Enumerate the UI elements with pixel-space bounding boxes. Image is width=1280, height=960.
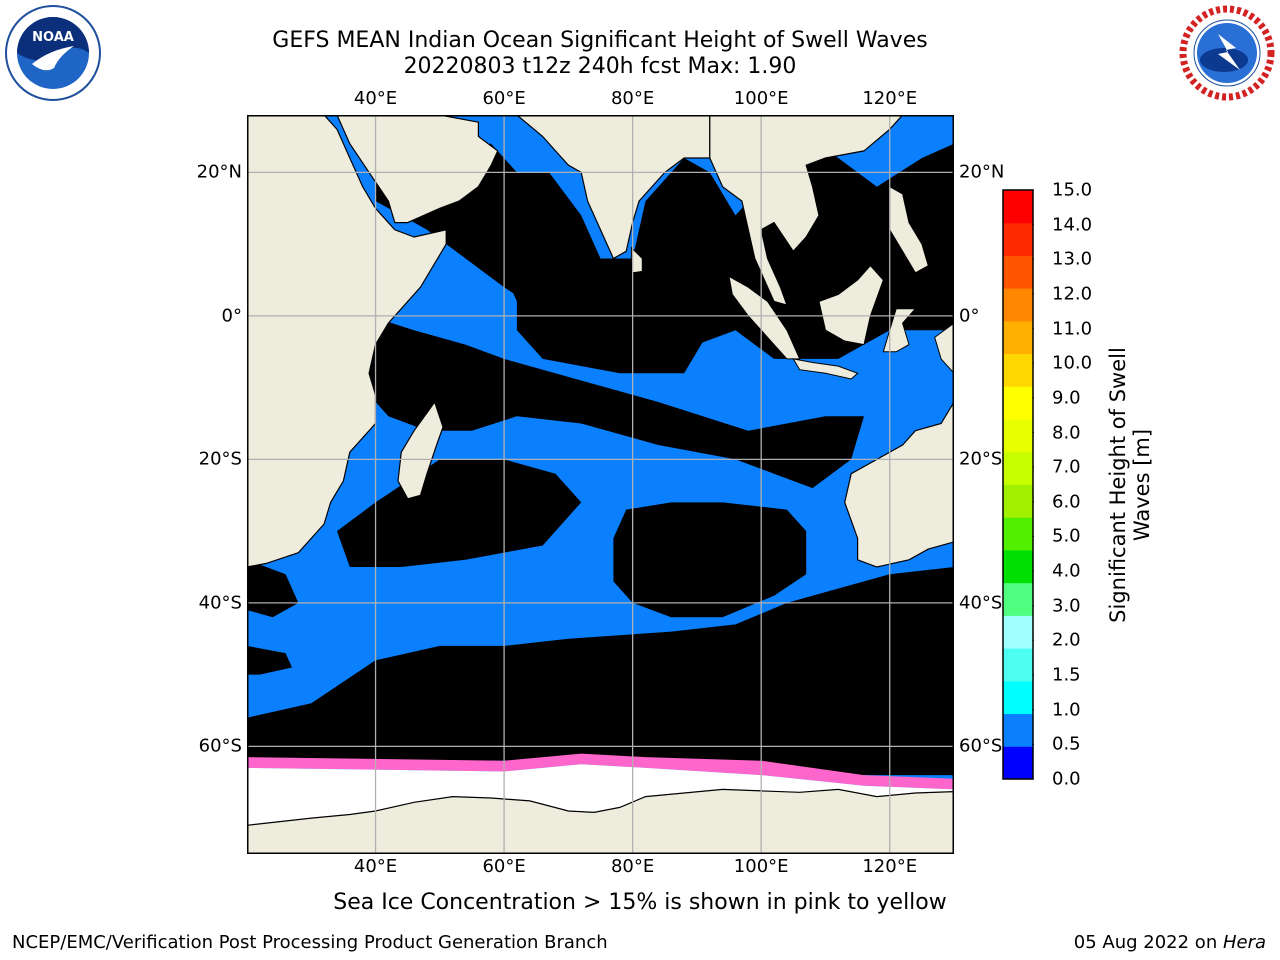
lat-tick-right: 40°S: [959, 592, 1003, 614]
colorbar-tick-label: 4.0: [1052, 560, 1081, 582]
colorbar-segment: [1003, 190, 1033, 224]
colorbar-segment: [1003, 615, 1033, 649]
sea-ice-edge: [247, 753, 954, 790]
colorbar-segment: [1003, 713, 1033, 747]
host-name: Hera: [1222, 932, 1266, 953]
ocean-map: [247, 115, 954, 854]
colorbar-tick-label: 11.0: [1052, 318, 1093, 340]
producer-credit: NCEP/EMC/Verification Post Processing Pr…: [12, 932, 608, 953]
lat-tick-right: 20°N: [959, 161, 1005, 183]
colorbar-tick-label: 13.0: [1052, 248, 1093, 270]
colorbar-tick-label: 10.0: [1052, 352, 1093, 374]
colorbar-segment: [1003, 288, 1033, 322]
colorbar-segment: [1003, 320, 1033, 355]
colorbar-segment: [1003, 222, 1033, 256]
lat-tick-left: 40°S: [198, 592, 242, 614]
colorbar-tick-label: 12.0: [1052, 283, 1093, 305]
sri-lanka: [630, 246, 643, 274]
lon-tick-bottom: 40°E: [353, 856, 398, 877]
colorbar-tick-label: 9.0: [1052, 387, 1081, 409]
lat-tick-right: 60°S: [959, 735, 1003, 757]
lon-tick-top: 80°E: [610, 88, 655, 109]
swell-band-madagascar-south: [337, 459, 582, 567]
colorbar-tick-label: 6.0: [1052, 491, 1081, 513]
antarctica-landmass: [247, 788, 954, 854]
sea-ice-caption: Sea Ice Concentration > 15% is shown in …: [333, 890, 947, 915]
lat-tick-left: 20°S: [198, 448, 242, 470]
colorbar-tick-label: 2.0: [1052, 629, 1081, 651]
madagascar: [397, 400, 444, 500]
colorbar-segment: [1003, 680, 1033, 715]
noaa-logo: NOAA: [4, 4, 102, 106]
kerguelen-island: [559, 665, 573, 674]
national-weather-service-logo: [1178, 4, 1276, 106]
colorbar-tick-label: 14.0: [1052, 214, 1093, 236]
colorbar-tick-label: 1.5: [1052, 664, 1081, 686]
india-landmass: [515, 115, 711, 260]
colorbar-tick-label: 0.5: [1052, 733, 1081, 755]
colorbar-segment: [1003, 746, 1033, 780]
swell-band-southern-ocean: [247, 567, 954, 776]
generation-date: 05 Aug 2022 on Hera: [1074, 932, 1266, 953]
lon-tick-top: 60°E: [482, 88, 526, 109]
noaa-logo-text: NOAA: [32, 30, 74, 45]
colorbar-frame: [1002, 189, 1034, 780]
generation-date-text: 05 Aug 2022 on: [1073, 932, 1223, 953]
map-subtitle: 20220803 t12z 240h fcst Max: 1.90: [403, 54, 797, 79]
lon-tick-top: 100°E: [733, 88, 789, 109]
new-guinea: [934, 322, 954, 375]
map-frame: [247, 115, 954, 854]
calm-sea-southwest-2: [247, 645, 292, 675]
calm-sea-south-central: [613, 502, 807, 618]
colorbar-tick-label: 5.0: [1052, 525, 1081, 547]
lat-tick-left: 20°N: [196, 161, 242, 183]
lat-tick-right: 20°S: [959, 448, 1003, 470]
colorbar-segment: [1003, 255, 1033, 289]
java: [792, 358, 859, 380]
lon-tick-top: 120°E: [862, 88, 918, 109]
swell-max-patch: [761, 645, 839, 718]
colorbar: [1002, 189, 1034, 780]
lon-tick-top: 40°E: [353, 88, 398, 109]
colorbar-title: Significant Height of Swell Waves [m]: [1106, 347, 1154, 623]
colorbar-segment: [1003, 386, 1033, 420]
swell-band-equatorial: [504, 272, 710, 374]
colorbar-tick-label: 15.0: [1052, 179, 1093, 201]
borneo: [818, 264, 884, 346]
colorbar-segment: [1003, 549, 1033, 584]
lon-tick-bottom: 100°E: [733, 856, 789, 877]
lon-tick-bottom: 120°E: [862, 856, 918, 877]
colorbar-tick-label: 0.0: [1052, 768, 1081, 790]
colorbar-segment: [1003, 419, 1033, 453]
colorbar-segment: [1003, 517, 1033, 551]
colorbar-tick-label: 1.0: [1052, 699, 1081, 721]
lon-tick-bottom: 80°E: [610, 856, 655, 877]
lat-tick-left: 60°S: [198, 735, 242, 757]
lat-tick-left: 0°: [221, 305, 242, 327]
colorbar-tick-label: 7.0: [1052, 456, 1081, 478]
colorbar-segment: [1003, 353, 1033, 387]
colorbar-segment: [1003, 582, 1033, 616]
colorbar-tick-label: 3.0: [1052, 595, 1081, 617]
australia-landmass: [844, 400, 954, 568]
lat-tick-right: 0°: [959, 305, 980, 327]
lon-tick-bottom: 60°E: [482, 856, 526, 877]
colorbar-segment: [1003, 451, 1033, 485]
colorbar-segment: [1003, 484, 1033, 518]
colorbar-segment: [1003, 648, 1033, 682]
colorbar-tick-label: 8.0: [1052, 422, 1081, 444]
map-title: GEFS MEAN Indian Ocean Significant Heigh…: [272, 28, 928, 53]
africa-landmass: [247, 115, 447, 568]
calm-sea-equatorial: [362, 315, 864, 489]
